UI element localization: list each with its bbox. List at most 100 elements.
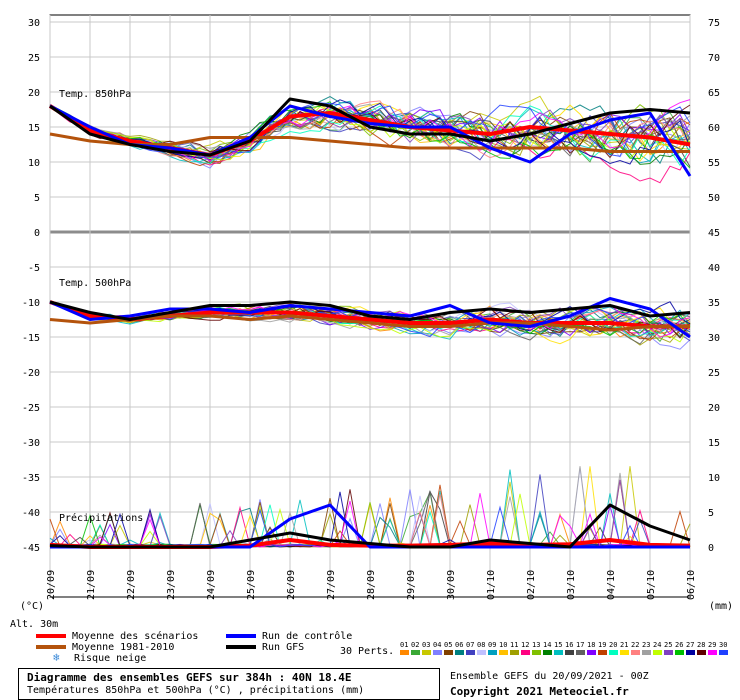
legend-mean-label: Moyenne des scénarios xyxy=(72,631,199,642)
copyright: Copyright 2021 Meteociel.fr xyxy=(450,685,629,698)
pert-swatch xyxy=(411,650,420,655)
right-tick-label: 25 xyxy=(708,368,720,379)
right-tick-label: 55 xyxy=(708,158,720,169)
left-tick-label: 0 xyxy=(34,228,40,239)
pert-number: 13 xyxy=(532,641,541,649)
x-tick-label: 04/10 xyxy=(606,570,617,600)
pert-number: 30 xyxy=(719,641,728,649)
right-tick-label: 10 xyxy=(708,473,720,484)
pert-number: 02 xyxy=(411,641,420,649)
legend-snow-label: Risque neige xyxy=(74,653,147,664)
snowflake-icon: ❄ xyxy=(53,651,60,664)
perturbation-line-30 xyxy=(49,102,691,158)
series-line-t850-3 xyxy=(49,97,691,157)
left-tick-label: 25 xyxy=(28,53,40,64)
pert-swatch xyxy=(488,650,497,655)
x-tick-label: 01/10 xyxy=(486,570,497,600)
legend-gfs: Run GFS xyxy=(226,642,304,653)
x-tick-label: 27/09 xyxy=(326,570,337,600)
left-axis-unit: (°C) xyxy=(20,601,44,612)
altitude-label: Alt. 30m xyxy=(10,619,58,630)
legend-mean: Moyenne des scénarios xyxy=(36,631,198,642)
right-tick-label: 75 xyxy=(708,18,720,29)
right-tick-label: 5 xyxy=(708,508,714,519)
x-tick-label: 29/09 xyxy=(406,570,417,600)
right-tick-label: 65 xyxy=(708,88,720,99)
pert-number: 19 xyxy=(598,641,607,649)
right-tick-label: 50 xyxy=(708,193,720,204)
pert-number: 16 xyxy=(565,641,574,649)
t500-panel-label: Temp. 500hPa xyxy=(59,278,131,289)
legend-control: Run de contrôle xyxy=(226,631,352,642)
x-tick-label: 28/09 xyxy=(366,570,377,600)
pert-swatch xyxy=(609,650,618,655)
pert-swatch xyxy=(422,650,431,655)
pert-number: 04 xyxy=(433,641,442,649)
pert-swatch xyxy=(697,650,706,655)
legend-mean-swatch xyxy=(36,634,66,638)
left-tick-label: 5 xyxy=(34,193,40,204)
pert-swatch xyxy=(620,650,629,655)
right-tick-label: 35 xyxy=(708,298,720,309)
legend-control-swatch xyxy=(226,634,256,638)
series-line-t850-1 xyxy=(49,132,690,153)
main-series xyxy=(48,97,692,549)
footer-title: Diagramme des ensembles GEFS sur 384h : … xyxy=(27,671,352,684)
legend-gfs-label: Run GFS xyxy=(262,642,305,653)
pert-swatch xyxy=(598,650,607,655)
right-tick-label: 30 xyxy=(708,333,720,344)
right-tick-label: 70 xyxy=(708,53,720,64)
pert-number: 26 xyxy=(675,641,684,649)
pert-swatch xyxy=(433,650,442,655)
pert-swatch xyxy=(708,650,717,655)
pert-swatch xyxy=(686,650,695,655)
pert-number: 23 xyxy=(642,641,651,649)
series-line-t500-1 xyxy=(49,314,690,332)
left-tick-label: -45 xyxy=(22,543,40,554)
left-tick-label: -15 xyxy=(22,333,40,344)
right-tick-label: 20 xyxy=(708,403,720,414)
legend-snow: Risque neige xyxy=(74,653,146,664)
right-tick-label: 15 xyxy=(708,438,720,449)
pert-swatch xyxy=(554,650,563,655)
pert-swatch xyxy=(675,650,684,655)
pert-number: 22 xyxy=(631,641,640,649)
legend-control-label: Run de contrôle xyxy=(262,631,353,642)
legend-gfs-swatch xyxy=(226,645,256,649)
t850-panel-label: Temp. 850hPa xyxy=(59,89,131,100)
pert-number: 08 xyxy=(477,641,486,649)
pert-number: 28 xyxy=(697,641,706,649)
x-tick-label: 25/09 xyxy=(246,570,257,600)
pert-number: 24 xyxy=(653,641,662,649)
pert-swatch xyxy=(653,650,662,655)
x-tick-label: 26/09 xyxy=(286,570,297,600)
series-line-t500-2 xyxy=(49,297,691,339)
left-tick-label: 20 xyxy=(28,88,40,99)
pert-number: 05 xyxy=(444,641,453,649)
precip-panel-label: Précipitations xyxy=(59,512,143,524)
x-tick-label: 24/09 xyxy=(206,570,217,600)
pert-swatch xyxy=(532,650,541,655)
pert-number: 25 xyxy=(664,641,673,649)
pert-swatch xyxy=(510,650,519,655)
legend-climo-label: Moyenne 1981-2010 xyxy=(72,642,175,653)
x-tick-label: 20/09 xyxy=(46,570,57,600)
pert-number: 07 xyxy=(466,641,475,649)
right-tick-label: 45 xyxy=(708,228,720,239)
pert-number: 21 xyxy=(620,641,629,649)
left-tick-label: -25 xyxy=(22,403,40,414)
series-line-precip-3 xyxy=(49,503,691,549)
pert-number: 20 xyxy=(609,641,618,649)
series-line-t500-3 xyxy=(49,300,691,321)
pert-number: 17 xyxy=(576,641,585,649)
pert-number: 29 xyxy=(708,641,717,649)
right-tick-label: 0 xyxy=(708,543,714,554)
series-line-t850-2 xyxy=(49,104,692,177)
left-tick-label: 10 xyxy=(28,158,40,169)
footer-box: Diagramme des ensembles GEFS sur 384h : … xyxy=(18,668,440,700)
pert-number: 03 xyxy=(422,641,431,649)
pert-swatch xyxy=(400,650,409,655)
x-tick-label: 05/10 xyxy=(646,570,657,600)
